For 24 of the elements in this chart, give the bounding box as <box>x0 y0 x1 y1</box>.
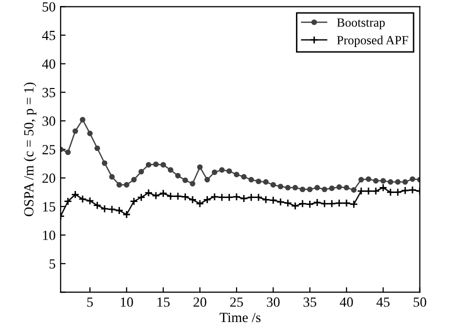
y-tick-label: 35 <box>42 88 56 98</box>
legend-label: Bootstrap <box>337 18 385 30</box>
x-tick-label: 5 <box>87 298 93 307</box>
y-tick-label: 30 <box>42 116 56 126</box>
x-tick-label: 20 <box>194 297 206 307</box>
x-tick-label: 50 <box>414 297 426 307</box>
x-tick-label: 25 <box>230 297 243 307</box>
y-tick-label: 15 <box>43 202 56 212</box>
x-tick-label: 10 <box>120 297 134 307</box>
y-tick-label: 40 <box>42 59 56 69</box>
y-tick-label: 10 <box>43 230 56 240</box>
x-tick-label: 35 <box>304 297 316 307</box>
x-tick-label: 40 <box>340 297 353 307</box>
legend-label: Proposed APF <box>337 36 408 47</box>
x-tick-label: 15 <box>158 297 170 307</box>
y-tick-label: 50 <box>42 2 56 12</box>
y-tick-label: 20 <box>42 174 56 183</box>
y-tick-label: 5 <box>50 259 56 269</box>
y-axis-title: OSPA /m (c = 50, p = 1) <box>24 82 36 216</box>
x-tick-label: 30 <box>266 297 280 307</box>
x-axis-title: Time /s <box>220 312 260 322</box>
x-tick-label: 45 <box>376 298 390 307</box>
y-tick-label: 45 <box>42 30 56 40</box>
y-tick-label: 25 <box>42 145 56 154</box>
